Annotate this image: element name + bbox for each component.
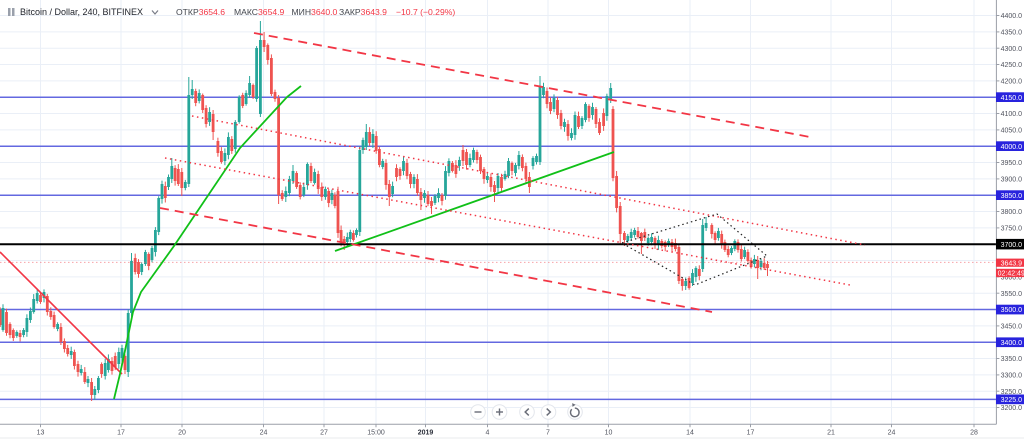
svg-text:4200.0: 4200.0 (1001, 79, 1023, 86)
svg-text:3900.0: 3900.0 (1001, 177, 1023, 184)
svg-text:24: 24 (260, 430, 268, 437)
svg-text:3200.0: 3200.0 (1001, 405, 1023, 412)
svg-text:3750.0: 3750.0 (1001, 226, 1023, 233)
svg-text:3500.0: 3500.0 (1001, 307, 1023, 314)
svg-text:3800.0: 3800.0 (1001, 209, 1023, 216)
svg-text:4000.0: 4000.0 (1001, 144, 1023, 151)
svg-text:13: 13 (37, 430, 45, 437)
svg-text:3225.0: 3225.0 (1001, 397, 1023, 404)
svg-text:Bitcoin / Dollar, 240, BITFINE: Bitcoin / Dollar, 240, BITFINEX (20, 7, 143, 17)
svg-text:3950.0: 3950.0 (1001, 160, 1023, 167)
svg-text:4100.0: 4100.0 (1001, 111, 1023, 118)
svg-text:4150.0: 4150.0 (1001, 95, 1023, 102)
svg-text:3250.0: 3250.0 (1001, 389, 1023, 396)
svg-text:3850.0: 3850.0 (1001, 193, 1023, 200)
svg-text:7: 7 (546, 430, 550, 437)
svg-text:02:42:49: 02:42:49 (998, 271, 1024, 278)
svg-text:20: 20 (178, 430, 186, 437)
svg-text:4400.0: 4400.0 (1001, 13, 1023, 20)
svg-text:3600.0: 3600.0 (1001, 275, 1023, 282)
svg-text:−10.7 (−0.29%): −10.7 (−0.29%) (396, 7, 455, 17)
svg-text:14: 14 (686, 430, 694, 437)
svg-text:3350.0: 3350.0 (1001, 356, 1023, 363)
svg-text:10: 10 (605, 430, 613, 437)
svg-text:2019: 2019 (418, 430, 434, 437)
svg-text:МАКС3654.9: МАКС3654.9 (234, 7, 285, 17)
svg-text:ЗАКР3643.9: ЗАКР3643.9 (339, 7, 387, 17)
svg-text:4050.0: 4050.0 (1001, 128, 1023, 135)
svg-text:4: 4 (486, 430, 490, 437)
svg-text:27: 27 (320, 430, 328, 437)
svg-text:ОТКР3654.6: ОТКР3654.6 (176, 7, 225, 17)
svg-text:17: 17 (747, 430, 755, 437)
svg-text:24: 24 (888, 430, 896, 437)
svg-text:3400.0: 3400.0 (1001, 340, 1023, 347)
svg-text:3550.0: 3550.0 (1001, 291, 1023, 298)
svg-text:3700.0: 3700.0 (1001, 242, 1023, 249)
svg-text:МИН3640.0: МИН3640.0 (292, 7, 338, 17)
svg-text:3643.9: 3643.9 (1001, 260, 1023, 267)
svg-text:3300.0: 3300.0 (1001, 373, 1023, 380)
svg-text:28: 28 (970, 430, 978, 437)
svg-text:4250.0: 4250.0 (1001, 62, 1023, 69)
svg-text:21: 21 (827, 430, 835, 437)
svg-text:17: 17 (117, 430, 125, 437)
svg-text:4350.0: 4350.0 (1001, 30, 1023, 37)
svg-text:3450.0: 3450.0 (1001, 324, 1023, 331)
svg-text:15:00: 15:00 (367, 430, 385, 437)
svg-text:4300.0: 4300.0 (1001, 46, 1023, 53)
